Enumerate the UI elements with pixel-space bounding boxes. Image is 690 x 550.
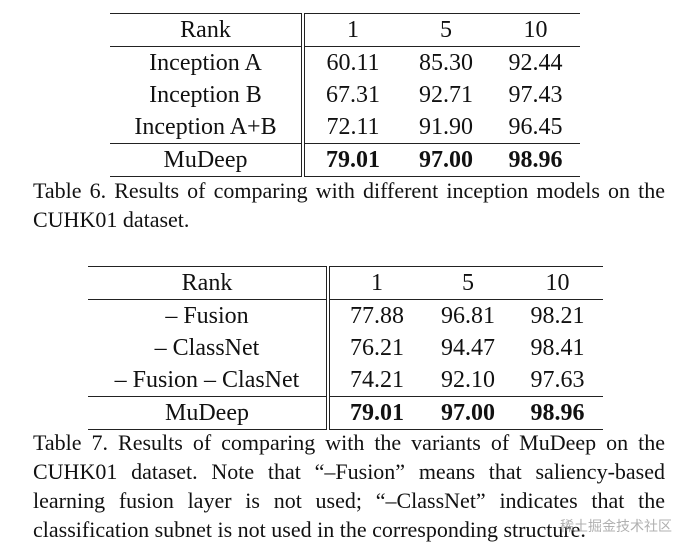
header-cell: 1	[303, 13, 401, 47]
results-table: Rank 1 5 10– Fusion 77.88 96.81 98.21– ClassNe…	[88, 266, 603, 430]
results-table: Rank 1 5 10 Inception A 60.11 85.30 92.44 Incept…	[110, 13, 580, 177]
table-row: – Fusion 77.88 96.81 98.21	[88, 299, 603, 332]
model-cell: Inception A+B	[110, 111, 305, 144]
table-row: MuDeep 79.01 97.00 98.96	[110, 143, 580, 177]
header-row: Rank 1 5 10	[88, 266, 603, 300]
value-cell: 96.81	[441, 303, 495, 329]
model-cell: MuDeep	[110, 143, 305, 177]
header-cell: 5	[424, 266, 512, 300]
value-cell: 79.01	[303, 143, 401, 177]
table-caption: Table 7. Results of comparing with the v…	[33, 430, 665, 542]
model-cell: Inception A	[110, 46, 305, 79]
value-cell: 74.21	[350, 367, 404, 393]
model-cell: Inception B	[110, 79, 305, 111]
value-cell: 97.43	[508, 82, 563, 108]
value-cell: 97.63	[530, 367, 585, 393]
table-row: – ClassNet 76.21 94.47 98.41	[88, 332, 603, 364]
value-cell: 92.10	[441, 367, 495, 393]
header-cell: 1	[328, 266, 424, 300]
value-cell: 94.47	[441, 335, 495, 361]
table-caption: Table 6. Results of comparing with diffe…	[33, 178, 665, 232]
value-cell: 98.21	[530, 303, 585, 329]
value-cell: 92.71	[419, 82, 473, 108]
model-cell: – Fusion – ClasNet	[88, 364, 330, 397]
table-row: Inception B 67.31 92.71 97.43	[110, 79, 580, 111]
value-cell: 92.44	[508, 50, 563, 76]
value-cell: 77.88	[350, 303, 404, 329]
model-cell: – ClassNet	[88, 332, 330, 364]
model-cell: – Fusion	[88, 299, 330, 332]
header-cell: Rank	[110, 13, 305, 47]
value-cell: 97.00	[401, 143, 491, 177]
header-row: Rank 1 5 10	[110, 13, 580, 47]
model-cell: MuDeep	[88, 396, 330, 430]
value-cell: 67.31	[326, 82, 380, 108]
table-row: MuDeep 79.01 97.00 98.96	[88, 396, 603, 430]
value-cell: 98.96	[491, 143, 580, 177]
table-row: Inception A+B 72.11 91.90 96.45	[110, 111, 580, 144]
value-cell: 98.96	[512, 396, 603, 430]
value-cell: 85.30	[419, 50, 473, 76]
value-cell: 76.21	[350, 335, 404, 361]
value-cell: 91.90	[419, 114, 473, 140]
header-cell: Rank	[88, 266, 330, 300]
value-cell: 97.00	[424, 396, 512, 430]
header-cell: 10	[491, 13, 580, 47]
header-cell: 10	[512, 266, 603, 300]
value-cell: 98.41	[530, 335, 585, 361]
table-row: Inception A 60.11 85.30 92.44	[110, 46, 580, 79]
value-cell: 72.11	[326, 114, 380, 140]
value-cell: 96.45	[508, 114, 563, 140]
table-row: – Fusion – ClasNet 74.21 92.10 97.63	[88, 364, 603, 397]
value-cell: 79.01	[328, 396, 424, 430]
header-cell: 5	[401, 13, 491, 47]
value-cell: 60.11	[326, 50, 380, 76]
watermark: 稀土掘金技术社区	[560, 519, 672, 535]
